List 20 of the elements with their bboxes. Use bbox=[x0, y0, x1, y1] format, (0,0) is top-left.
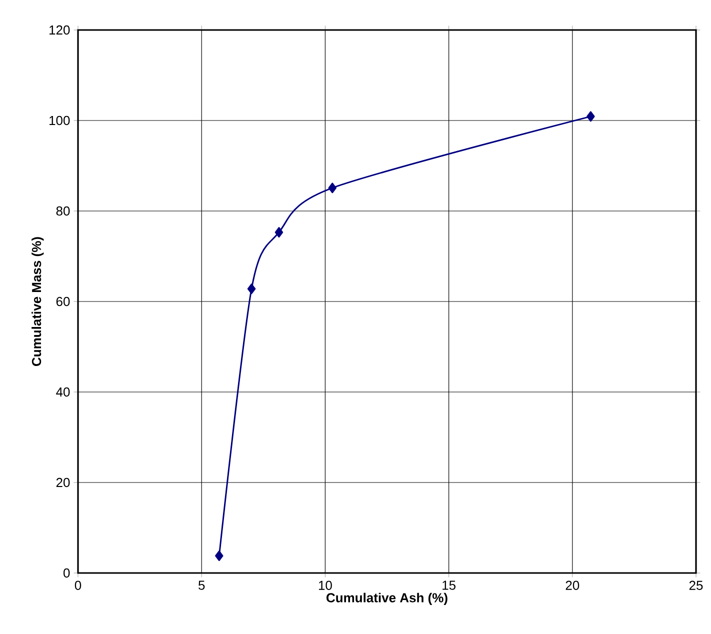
y-tick-label: 40 bbox=[56, 387, 70, 397]
point bbox=[586, 111, 595, 122]
x-tick-label: 15 bbox=[442, 580, 456, 590]
x-tick-label: 5 bbox=[198, 580, 205, 590]
y-tick-label: 100 bbox=[50, 116, 70, 126]
x-tick-label: 25 bbox=[689, 580, 703, 590]
x-axis-title: Cumulative Ash (%) bbox=[326, 592, 448, 605]
x-tick-label: 0 bbox=[74, 580, 82, 590]
x-tick-label: 10 bbox=[318, 580, 332, 590]
point bbox=[328, 182, 336, 194]
y-tick-label: 80 bbox=[56, 206, 70, 216]
y-tick-label: 120 bbox=[50, 25, 70, 35]
point bbox=[274, 227, 284, 238]
y-tick-label: 0 bbox=[64, 568, 70, 578]
y-tick-label: 20 bbox=[56, 478, 70, 488]
point bbox=[247, 284, 256, 294]
y-axis-title: Cumulative Mass (%) bbox=[32, 237, 44, 366]
y-tick-label: 60 bbox=[56, 296, 70, 306]
x-tick-label: 20 bbox=[566, 580, 580, 590]
point bbox=[215, 550, 224, 562]
